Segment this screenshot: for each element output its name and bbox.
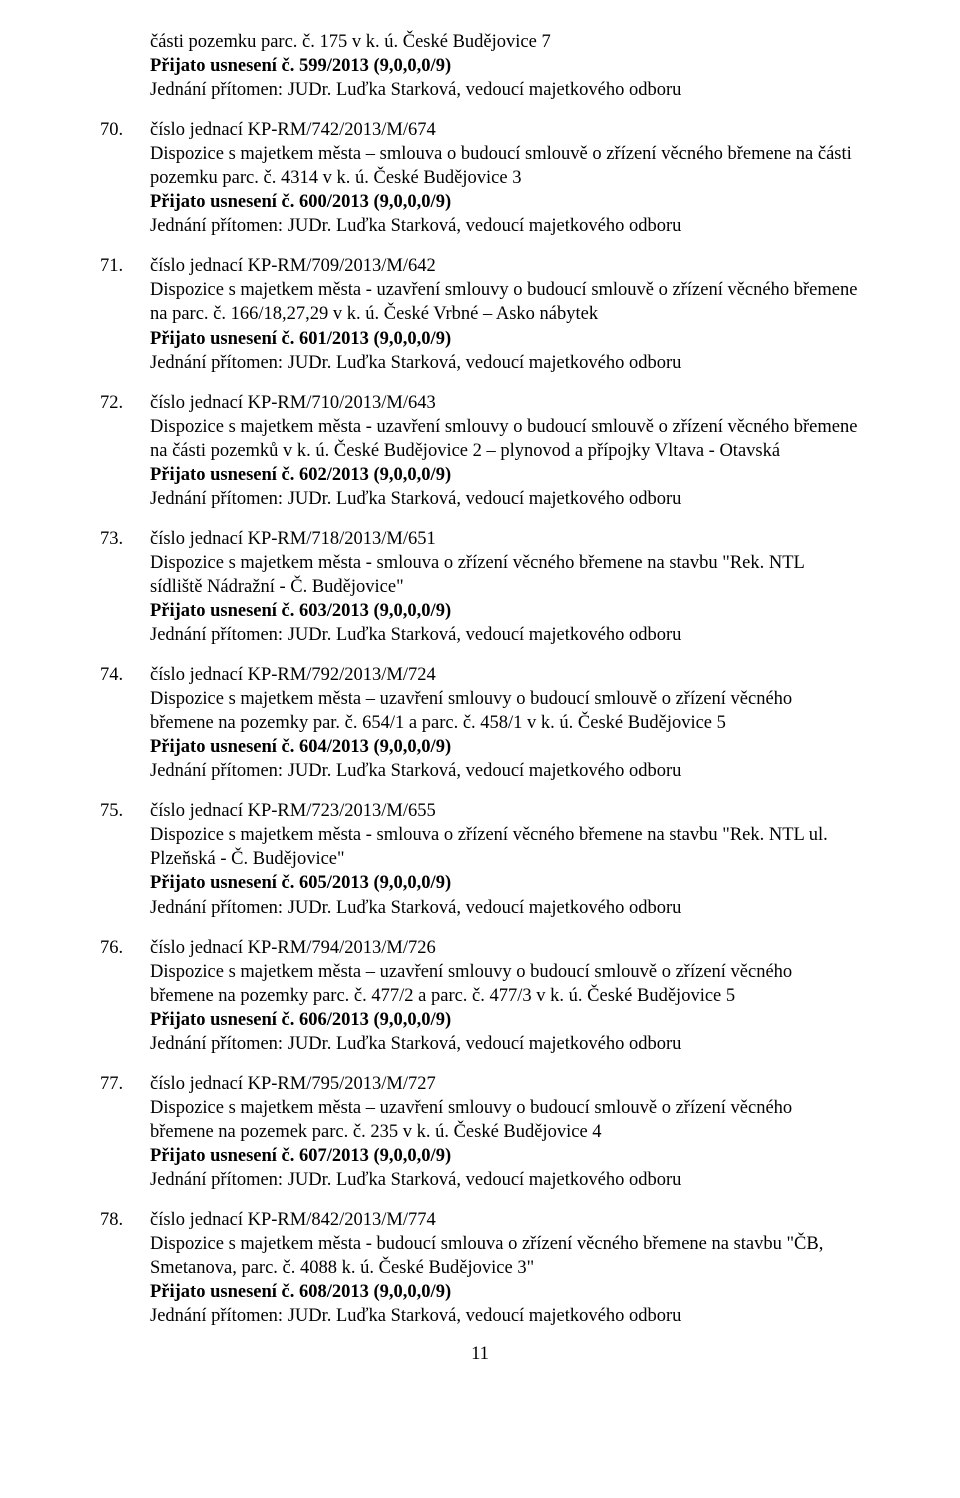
entry-number: 74. <box>100 663 150 783</box>
entry-body: číslo jednací KP-RM/794/2013/M/726Dispoz… <box>150 936 860 1056</box>
list-item: 70.číslo jednací KP-RM/742/2013/M/674Dis… <box>100 118 860 238</box>
list-item: 75.číslo jednací KP-RM/723/2013/M/655Dis… <box>100 799 860 919</box>
entry-body: číslo jednací KP-RM/710/2013/M/643Dispoz… <box>150 391 860 511</box>
entry-description: Dispozice s majetkem města - smlouva o z… <box>150 551 860 599</box>
entry-resolution: Přijato usnesení č. 600/2013 (9,0,0,0/9) <box>150 190 860 214</box>
entry-reference: číslo jednací KP-RM/723/2013/M/655 <box>150 799 860 823</box>
entry-attendance: Jednání přítomen: JUDr. Luďka Starková, … <box>150 1032 860 1056</box>
entry-reference: číslo jednací KP-RM/792/2013/M/724 <box>150 663 860 687</box>
entry-number: 78. <box>100 1208 150 1328</box>
continuation-desc: části pozemku parc. č. 175 v k. ú. České… <box>150 30 860 54</box>
entry-reference: číslo jednací KP-RM/742/2013/M/674 <box>150 118 860 142</box>
entry-number: 70. <box>100 118 150 238</box>
list-item: 73.číslo jednací KP-RM/718/2013/M/651Dis… <box>100 527 860 647</box>
entry-description: Dispozice s majetkem města – uzavření sm… <box>150 1096 860 1144</box>
entry-resolution: Přijato usnesení č. 601/2013 (9,0,0,0/9) <box>150 327 860 351</box>
list-item: 74.číslo jednací KP-RM/792/2013/M/724Dis… <box>100 663 860 783</box>
entry-description: Dispozice s majetkem města – uzavření sm… <box>150 960 860 1008</box>
entry-description: Dispozice s majetkem města - smlouva o z… <box>150 823 860 871</box>
document-page: části pozemku parc. č. 175 v k. ú. České… <box>0 0 960 1395</box>
entry-attendance: Jednání přítomen: JUDr. Luďka Starková, … <box>150 487 860 511</box>
continuation-resolution: Přijato usnesení č. 599/2013 (9,0,0,0/9) <box>150 54 860 78</box>
entry-body: číslo jednací KP-RM/709/2013/M/642Dispoz… <box>150 254 860 374</box>
entry-number: 73. <box>100 527 150 647</box>
entry-number: 72. <box>100 391 150 511</box>
entry-description: Dispozice s majetkem města - uzavření sm… <box>150 278 860 326</box>
entry-description: Dispozice s majetkem města – uzavření sm… <box>150 687 860 735</box>
entry-reference: číslo jednací KP-RM/710/2013/M/643 <box>150 391 860 415</box>
entry-body: číslo jednací KP-RM/792/2013/M/724Dispoz… <box>150 663 860 783</box>
entry-attendance: Jednání přítomen: JUDr. Luďka Starková, … <box>150 896 860 920</box>
entry-body: číslo jednací KP-RM/718/2013/M/651Dispoz… <box>150 527 860 647</box>
list-item: 76.číslo jednací KP-RM/794/2013/M/726Dis… <box>100 936 860 1056</box>
page-number: 11 <box>100 1344 860 1365</box>
entry-number: 75. <box>100 799 150 919</box>
entry-attendance: Jednání přítomen: JUDr. Luďka Starková, … <box>150 351 860 375</box>
entry-reference: číslo jednací KP-RM/794/2013/M/726 <box>150 936 860 960</box>
entry-resolution: Přijato usnesení č. 605/2013 (9,0,0,0/9) <box>150 871 860 895</box>
entry-resolution: Přijato usnesení č. 602/2013 (9,0,0,0/9) <box>150 463 860 487</box>
entry-resolution: Přijato usnesení č. 603/2013 (9,0,0,0/9) <box>150 599 860 623</box>
entry-body: číslo jednací KP-RM/742/2013/M/674Dispoz… <box>150 118 860 238</box>
entry-reference: číslo jednací KP-RM/718/2013/M/651 <box>150 527 860 551</box>
entry-body: číslo jednací KP-RM/795/2013/M/727Dispoz… <box>150 1072 860 1192</box>
entry-body: číslo jednací KP-RM/842/2013/M/774Dispoz… <box>150 1208 860 1328</box>
list-item: 72.číslo jednací KP-RM/710/2013/M/643Dis… <box>100 391 860 511</box>
entry-reference: číslo jednací KP-RM/842/2013/M/774 <box>150 1208 860 1232</box>
entry-reference: číslo jednací KP-RM/709/2013/M/642 <box>150 254 860 278</box>
list-item: 78.číslo jednací KP-RM/842/2013/M/774Dis… <box>100 1208 860 1328</box>
entry-attendance: Jednání přítomen: JUDr. Luďka Starková, … <box>150 214 860 238</box>
entry-attendance: Jednání přítomen: JUDr. Luďka Starková, … <box>150 623 860 647</box>
entries-list: 70.číslo jednací KP-RM/742/2013/M/674Dis… <box>100 118 860 1328</box>
entry-number: 71. <box>100 254 150 374</box>
continuation-block: části pozemku parc. č. 175 v k. ú. České… <box>150 30 860 102</box>
list-item: 77.číslo jednací KP-RM/795/2013/M/727Dis… <box>100 1072 860 1192</box>
entry-attendance: Jednání přítomen: JUDr. Luďka Starková, … <box>150 759 860 783</box>
entry-reference: číslo jednací KP-RM/795/2013/M/727 <box>150 1072 860 1096</box>
entry-number: 76. <box>100 936 150 1056</box>
entry-resolution: Přijato usnesení č. 608/2013 (9,0,0,0/9) <box>150 1280 860 1304</box>
continuation-attendance: Jednání přítomen: JUDr. Luďka Starková, … <box>150 78 860 102</box>
entry-description: Dispozice s majetkem města – smlouva o b… <box>150 142 860 190</box>
entry-body: číslo jednací KP-RM/723/2013/M/655Dispoz… <box>150 799 860 919</box>
entry-number: 77. <box>100 1072 150 1192</box>
entry-description: Dispozice s majetkem města - uzavření sm… <box>150 415 860 463</box>
entry-resolution: Přijato usnesení č. 606/2013 (9,0,0,0/9) <box>150 1008 860 1032</box>
entry-description: Dispozice s majetkem města - budoucí sml… <box>150 1232 860 1280</box>
entry-resolution: Přijato usnesení č. 607/2013 (9,0,0,0/9) <box>150 1144 860 1168</box>
entry-resolution: Přijato usnesení č. 604/2013 (9,0,0,0/9) <box>150 735 860 759</box>
entry-attendance: Jednání přítomen: JUDr. Luďka Starková, … <box>150 1304 860 1328</box>
entry-attendance: Jednání přítomen: JUDr. Luďka Starková, … <box>150 1168 860 1192</box>
list-item: 71.číslo jednací KP-RM/709/2013/M/642Dis… <box>100 254 860 374</box>
